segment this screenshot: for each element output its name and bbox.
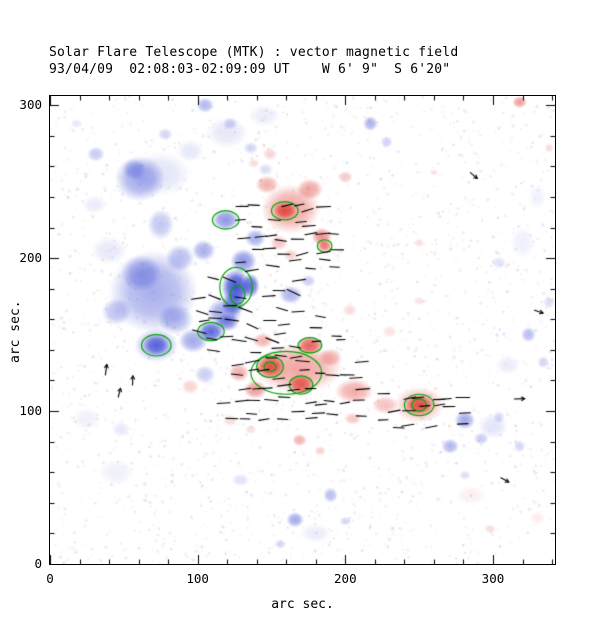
x-tick-label: 0 — [46, 571, 54, 586]
plot-subtitle: 93/04/09 02:08:03-02:09:09 UT W 6' 9" S … — [49, 62, 451, 77]
plot-title: Solar Flare Telescope (MTK) : vector mag… — [49, 45, 459, 60]
x-axis-label: arc sec. — [271, 597, 334, 612]
y-axis-label: arc sec. — [8, 300, 23, 363]
x-tick-label: 100 — [186, 571, 209, 586]
y-tick-label: 300 — [19, 97, 42, 113]
y-tick-label: 0 — [34, 556, 42, 571]
magnetogram-canvas — [50, 96, 555, 564]
x-tick-label: 200 — [334, 571, 357, 586]
y-tick-label: 100 — [19, 403, 42, 419]
x-tick-label: 300 — [481, 571, 505, 586]
plot-area — [49, 95, 556, 565]
y-tick-label: 200 — [19, 250, 42, 266]
